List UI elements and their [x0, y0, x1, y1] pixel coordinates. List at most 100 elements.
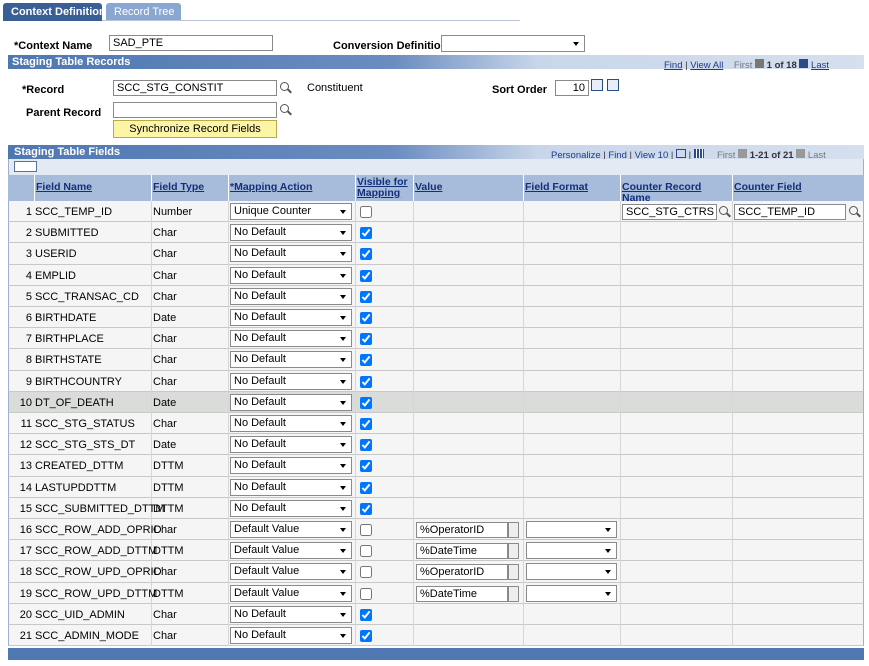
link[interactable]: View All: [690, 60, 724, 71]
visible-checkbox[interactable]: [360, 333, 372, 346]
delete-row-button[interactable]: [607, 79, 619, 91]
lookup-icon[interactable]: [280, 82, 291, 93]
visible-checkbox[interactable]: [360, 227, 372, 240]
column-header[interactable]: *Mapping Action: [230, 181, 313, 193]
mapping-action-dropdown[interactable]: No Default: [230, 309, 352, 326]
visible-checkbox[interactable]: [360, 502, 372, 515]
cell-divider: [355, 413, 356, 435]
visible-checkbox[interactable]: [360, 587, 372, 600]
download-icon[interactable]: [676, 149, 687, 158]
mapping-action-dropdown[interactable]: Default Value: [230, 584, 352, 602]
visible-checkbox[interactable]: [360, 418, 372, 430]
cell-divider: [355, 201, 356, 223]
value-input[interactable]: %DateTime: [416, 585, 508, 602]
mapping-action-dropdown[interactable]: No Default: [230, 499, 352, 517]
lookup-icon[interactable]: [719, 206, 730, 217]
cell-divider: [732, 582, 733, 604]
mapping-action-dropdown[interactable]: No Default: [230, 478, 352, 496]
mapping-action-dropdown[interactable]: Default Value: [230, 563, 352, 581]
lookup-icon[interactable]: [280, 104, 291, 115]
dropdown[interactable]: [441, 35, 585, 52]
column-header[interactable]: Counter Field: [734, 181, 802, 193]
visible-checkbox[interactable]: [360, 206, 372, 218]
mapping-action-dropdown[interactable]: No Default: [230, 330, 352, 348]
mapping-action-dropdown[interactable]: No Default: [230, 287, 352, 305]
visible-checkbox[interactable]: [360, 545, 372, 558]
link[interactable]: View 10: [634, 150, 669, 161]
counter-record-input[interactable]: SCC_STG_CTRS: [622, 204, 717, 220]
mapping-action-dropdown[interactable]: Default Value: [230, 542, 352, 560]
counter-field-input[interactable]: SCC_TEMP_ID: [734, 204, 846, 220]
button[interactable]: Synchronize Record Fields: [113, 120, 277, 138]
field-format-dropdown[interactable]: [526, 521, 617, 538]
visible-checkbox[interactable]: [360, 524, 372, 536]
text-input[interactable]: [113, 102, 277, 118]
visible-checkbox[interactable]: [360, 269, 372, 282]
value-input[interactable]: %OperatorID: [416, 564, 508, 581]
visible-checkbox[interactable]: [360, 290, 372, 303]
spinner[interactable]: [508, 522, 519, 538]
tab[interactable]: Record Tree: [106, 3, 181, 20]
cell-divider: [413, 349, 414, 371]
link[interactable]: Personalize: [551, 150, 601, 161]
visible-checkbox[interactable]: [360, 481, 372, 494]
mapping-action-dropdown[interactable]: No Default: [230, 245, 352, 263]
lookup-icon[interactable]: [849, 206, 860, 217]
mapping-action-dropdown[interactable]: No Default: [230, 266, 352, 284]
mapping-action-dropdown[interactable]: Unique Counter: [230, 203, 352, 220]
column-header[interactable]: Field Format: [525, 181, 589, 193]
spinner[interactable]: [508, 564, 519, 581]
visible-checkbox[interactable]: [360, 354, 372, 367]
add-row-button[interactable]: [591, 79, 603, 91]
visible-checkbox[interactable]: [360, 375, 372, 388]
next-icon[interactable]: [799, 59, 809, 68]
column-header[interactable]: Field Type: [153, 181, 205, 193]
mapping-action-dropdown[interactable]: No Default: [230, 605, 352, 623]
visible-checkbox[interactable]: [360, 396, 372, 409]
text-input[interactable]: SAD_PTE: [109, 35, 273, 51]
field-format-dropdown[interactable]: [526, 584, 617, 602]
visible-checkbox[interactable]: [360, 630, 372, 642]
column-header[interactable]: Counter Record Name: [622, 181, 702, 204]
expand-tabs-icon[interactable]: [14, 161, 37, 172]
tab-active[interactable]: Context Definition: [3, 3, 106, 21]
field-name: SUBMITTED: [35, 227, 99, 240]
row-number: 3: [25, 248, 32, 261]
visible-checkbox[interactable]: [360, 439, 372, 452]
cell-divider: [355, 603, 356, 625]
column-header[interactable]: Visible for Mapping: [357, 176, 408, 199]
visible-checkbox[interactable]: [360, 460, 372, 473]
link[interactable]: Find: [608, 150, 627, 161]
grid-icon[interactable]: [693, 149, 704, 158]
field-format-dropdown[interactable]: [526, 563, 617, 581]
value-input[interactable]: %DateTime: [416, 543, 508, 560]
column-header[interactable]: Field Name: [36, 181, 93, 193]
number-input[interactable]: 10: [555, 80, 589, 96]
field-type: Char: [153, 333, 177, 346]
visible-checkbox[interactable]: [360, 608, 372, 621]
link[interactable]: Find: [664, 60, 683, 71]
column-header[interactable]: Value: [415, 181, 443, 193]
grid-row: [8, 391, 864, 413]
mapping-action-dropdown[interactable]: No Default: [230, 372, 352, 390]
mapping-action-dropdown[interactable]: Default Value: [230, 521, 352, 538]
link[interactable]: Last: [811, 60, 829, 71]
visible-checkbox[interactable]: [360, 566, 372, 579]
mapping-action-dropdown[interactable]: No Default: [230, 415, 352, 432]
field-format-dropdown[interactable]: [526, 542, 617, 560]
visible-checkbox[interactable]: [360, 312, 372, 324]
spinner[interactable]: [508, 543, 519, 560]
visible-checkbox[interactable]: [360, 248, 372, 261]
mapping-action-dropdown[interactable]: No Default: [230, 224, 352, 242]
mapping-action-dropdown[interactable]: No Default: [230, 393, 352, 411]
spinner[interactable]: [508, 585, 519, 602]
mapping-action-dropdown[interactable]: No Default: [230, 436, 352, 454]
cell-divider: [151, 582, 152, 604]
mapping-action-dropdown[interactable]: No Default: [230, 627, 352, 644]
cell-divider: [732, 370, 733, 392]
mapping-action-dropdown[interactable]: No Default: [230, 457, 352, 475]
text-input[interactable]: SCC_STG_CONSTIT: [113, 80, 277, 96]
mapping-action-dropdown[interactable]: No Default: [230, 351, 352, 369]
field-type: DTTM: [153, 502, 184, 515]
value-input[interactable]: %OperatorID: [416, 522, 508, 538]
